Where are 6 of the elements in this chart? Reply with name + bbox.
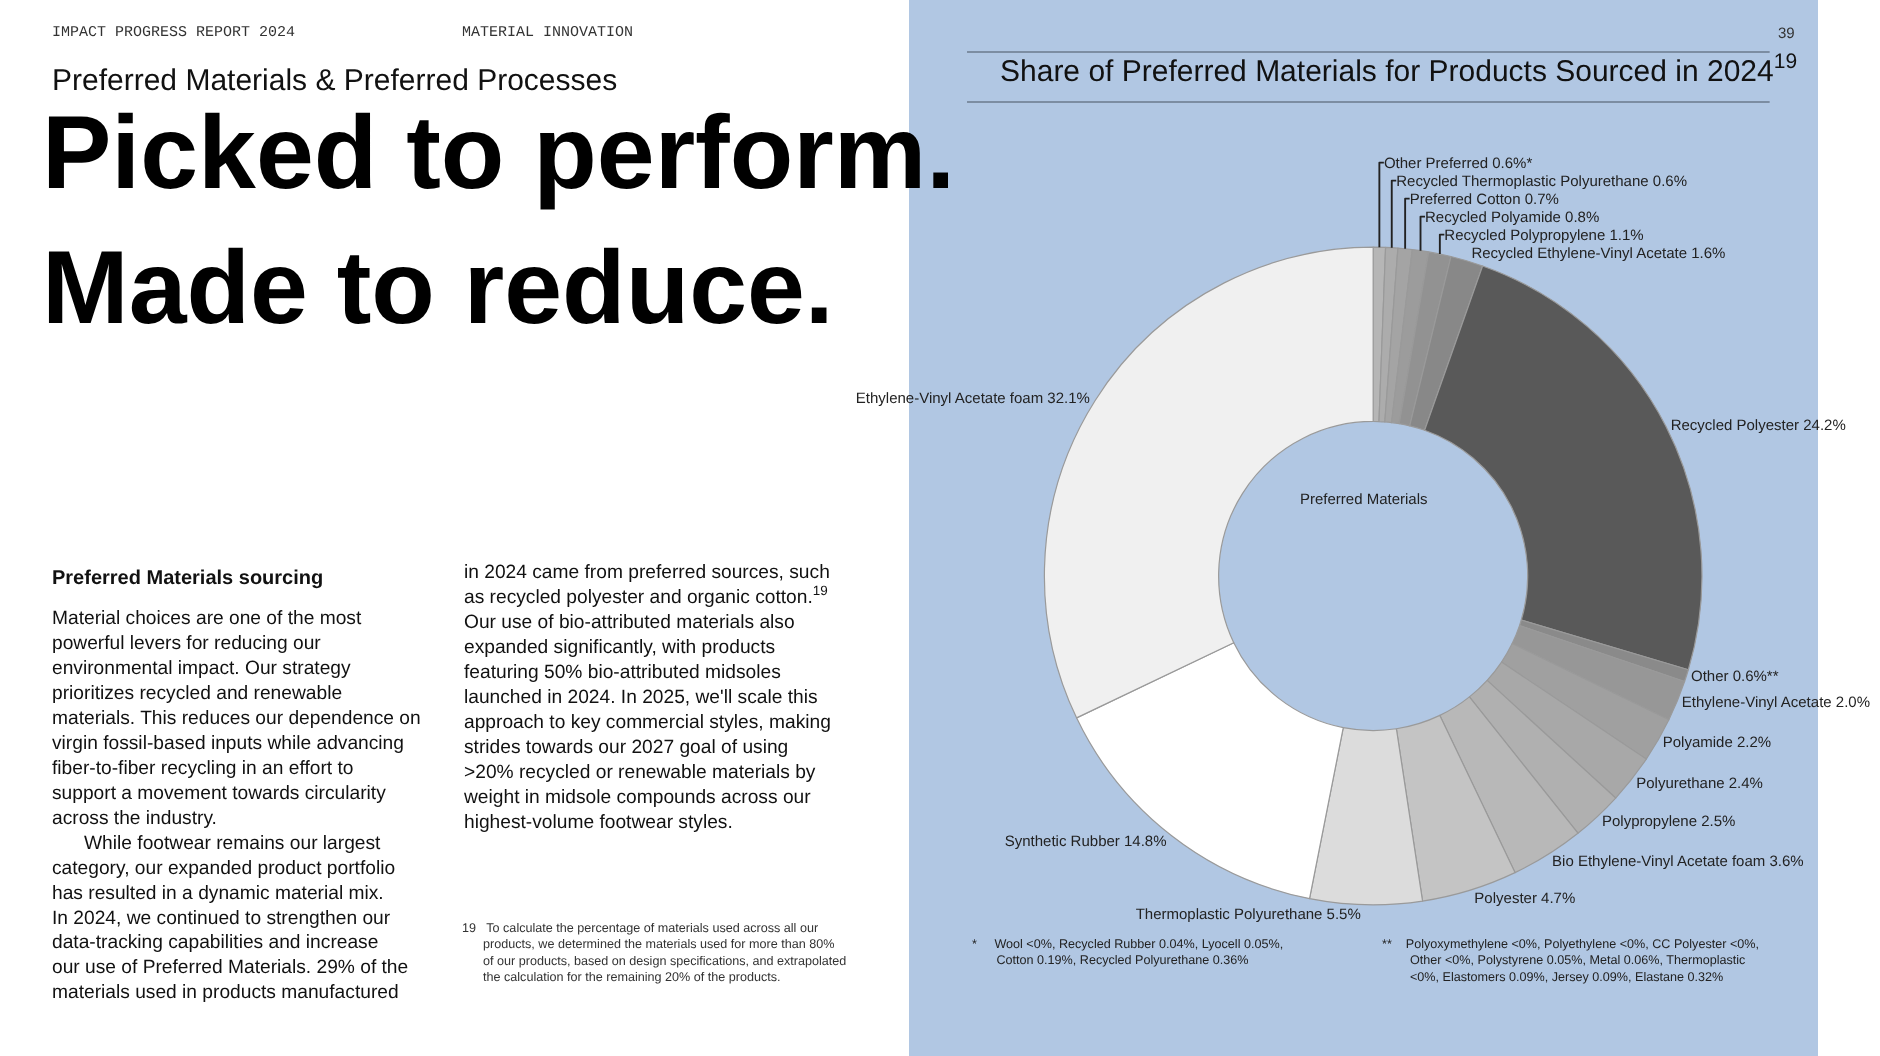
chart-title: Share of Preferred Materials for Products Sourced in 2024$^{19}$ xyxy=(1000,50,1798,89)
text: Material choices are one of the most powerful levers for reducing our environmental impact. Our strategy prioritizes recycled and renewable materials. This reduces our dependence on virgin fossil-based inputs while advancing fiber-to-fiber recycling in an effort to support a movement towards circularity across the industry. While footwear remains our largest category, our expanded product portfolio has resulted in a dynamic material mix. In 2024, we continued to strengthen our data-tracking capabilities and increase our use of Preferred Materials. 29% of the materials used in products manufactured xyxy=(52,608,421,1005)
text: Picked to perform. Made to reduce. xyxy=(42,96,956,348)
text: in 2024 came from preferred sources, such as recycled polyester and organic cotton.$^{19}$ Our use of bio-attributed materials also expanded significantly, with products featuring 50% bio-attributed midsoles launched in 2024. In 2025, we'll scale this approach to key commercial styles, making strides towards our 2027 goal of using >20% recycled or renewable materials by weight in midsole compounds across our highest-volume footwear styles. xyxy=(464,562,831,834)
text: Preferred Materials sourcing xyxy=(52,568,324,590)
text: Preferred Materials & Preferred Processes xyxy=(52,64,618,98)
